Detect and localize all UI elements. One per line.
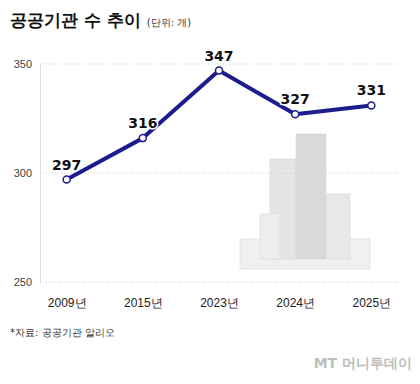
grid-line [40,64,398,65]
line [67,71,372,180]
x-tick-label: 2015년 [124,296,163,310]
point [216,67,223,74]
data-label: 297 [52,157,81,173]
x-tick-label: 2024년 [276,296,315,310]
y-tick-label: 350 [14,58,32,70]
point [292,111,299,118]
y-tick-label: 300 [14,167,32,179]
data-label: 331 [357,82,386,98]
data-label: 327 [281,91,310,107]
y-axis: 250 300 350 [14,58,41,288]
x-tick-label: 2009년 [48,296,87,310]
x-axis: 2009년 2015년 2023년 2024년 2025년 [48,282,391,310]
plot: 250 300 350 2009년 2015년 2023년 2024년 2025년 297 316… [14,48,398,310]
x-tick: 2015년 [124,282,163,310]
credit: MT 머니투데이 [314,355,412,371]
x-tick-label: 2025년 [352,296,391,310]
data-labels: 297 316 347 327 331 [52,48,386,173]
title: 공공기관 수 추이 [10,10,141,30]
source: *자료: 공공기관 알리오 [10,327,115,338]
point [139,135,146,142]
point [63,176,70,183]
x-tick-label: 2023년 [200,296,239,310]
y-tick-label: 250 [14,276,32,288]
y-tick: 350 [14,58,40,70]
x-tick: 2023년 [200,282,239,310]
data-label: 316 [128,115,157,131]
point [368,102,375,109]
y-axis-line [40,65,41,283]
data-label: 347 [204,48,233,64]
y-tick: 250 [14,276,40,288]
grid [40,64,398,282]
x-tick: 2024년 [276,282,315,310]
subtitle: (단위: 개) [147,17,191,28]
x-tick: 2025년 [352,282,391,310]
x-tick: 2009년 [48,282,87,310]
building-shape [326,194,350,259]
building-shape [296,134,326,259]
series [63,67,375,183]
chart: 공공기관 수 추이 (단위: 개) 250 300 350 2009년 2015년 2023년… [0,0,420,384]
grid-line [40,173,398,174]
y-tick: 300 [14,167,40,179]
building-illustration [240,134,370,269]
grid-line [40,282,398,283]
building-shape [260,214,280,259]
